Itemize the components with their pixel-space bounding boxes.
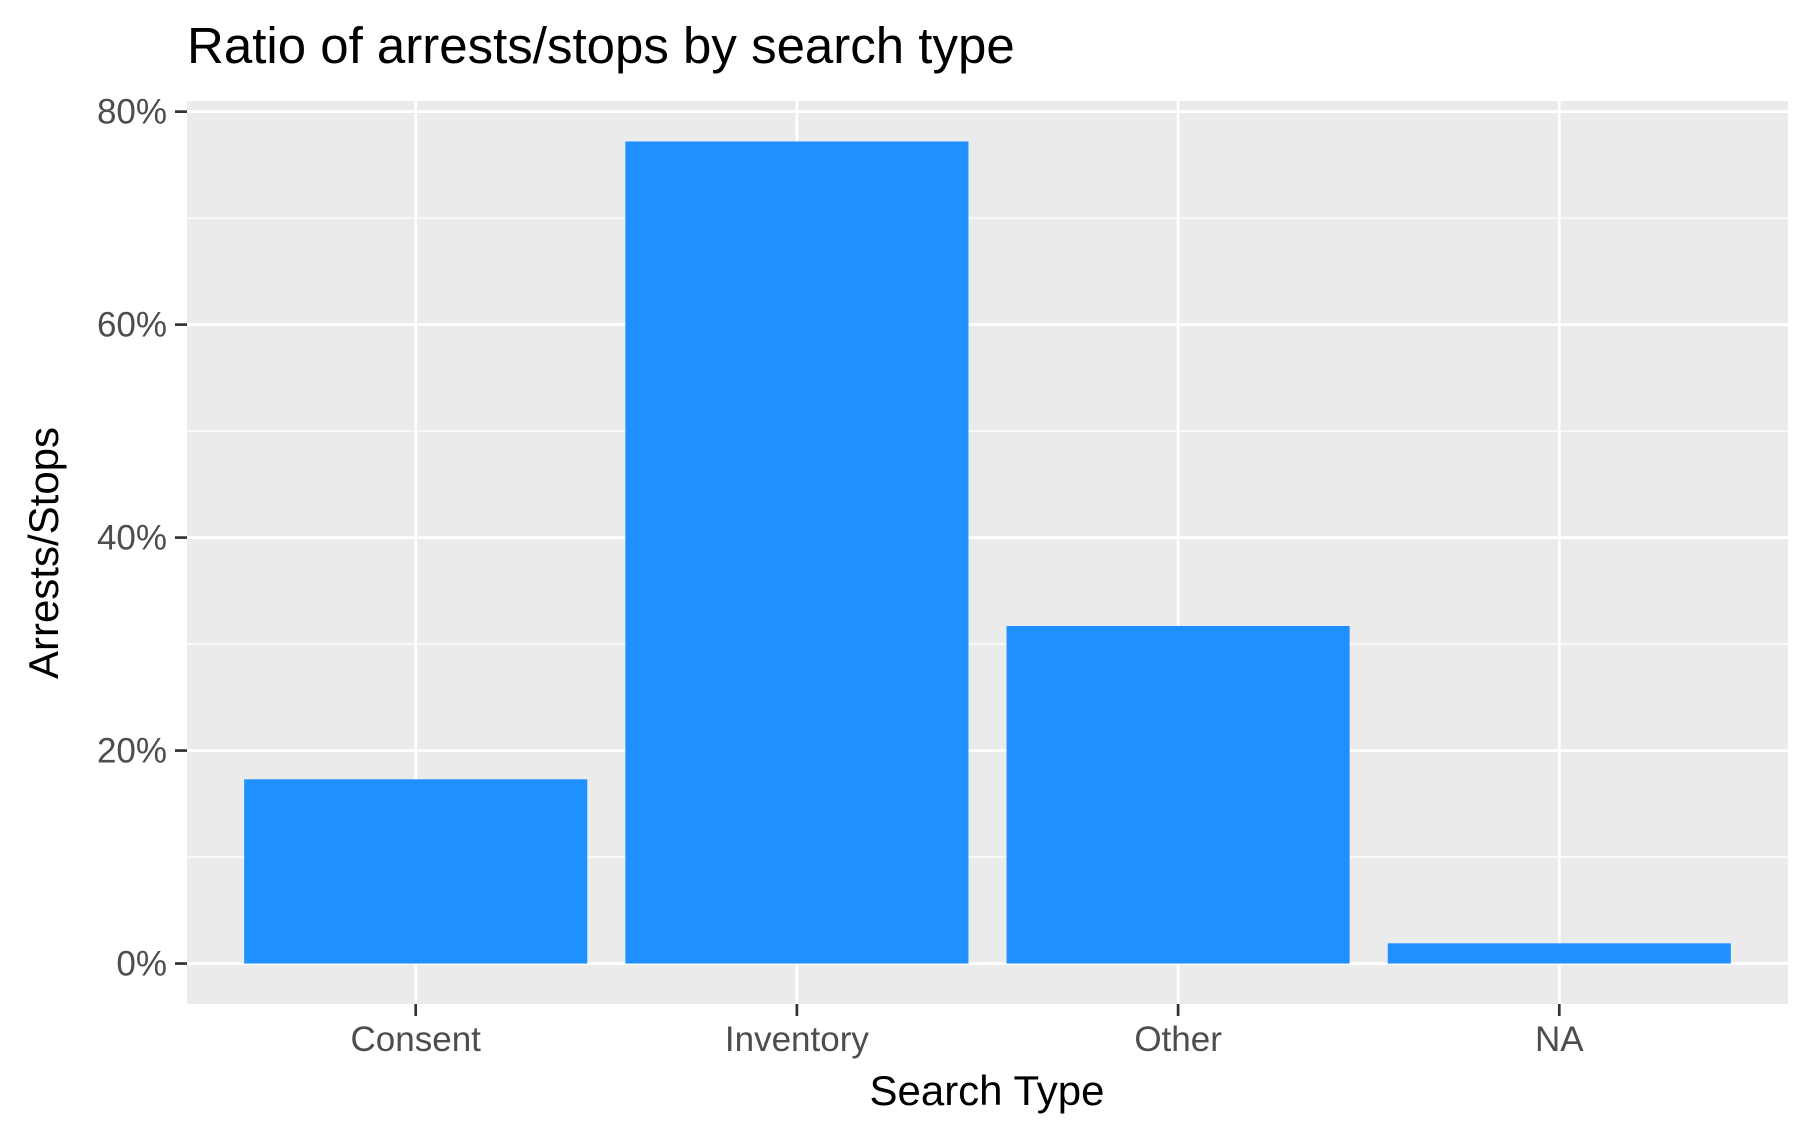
y-tick-label: 80% — [97, 93, 167, 132]
x-tick-label: Consent — [351, 1020, 482, 1059]
x-axis-title: Search Type — [869, 1067, 1104, 1114]
bar-consent — [244, 779, 588, 964]
y-axis: 0% 20% 40% 60% 80% — [97, 93, 187, 984]
y-tick-label: 60% — [97, 306, 167, 345]
chart-title: Ratio of arrests/stops by search type — [187, 17, 1015, 74]
x-axis: Consent Inventory Other NA — [351, 1004, 1584, 1059]
y-axis-title: Arrests/Stops — [20, 427, 67, 679]
y-tick-label: 0% — [116, 945, 167, 984]
bars — [244, 141, 1731, 964]
bar-inventory — [625, 141, 969, 964]
y-tick-label: 40% — [97, 519, 167, 558]
x-tick-label: Inventory — [725, 1020, 869, 1059]
x-tick-label: NA — [1535, 1020, 1584, 1059]
x-tick-label: Other — [1134, 1020, 1222, 1059]
y-tick-label: 20% — [97, 732, 167, 771]
bar-na — [1387, 943, 1731, 964]
bar-other — [1006, 625, 1350, 964]
